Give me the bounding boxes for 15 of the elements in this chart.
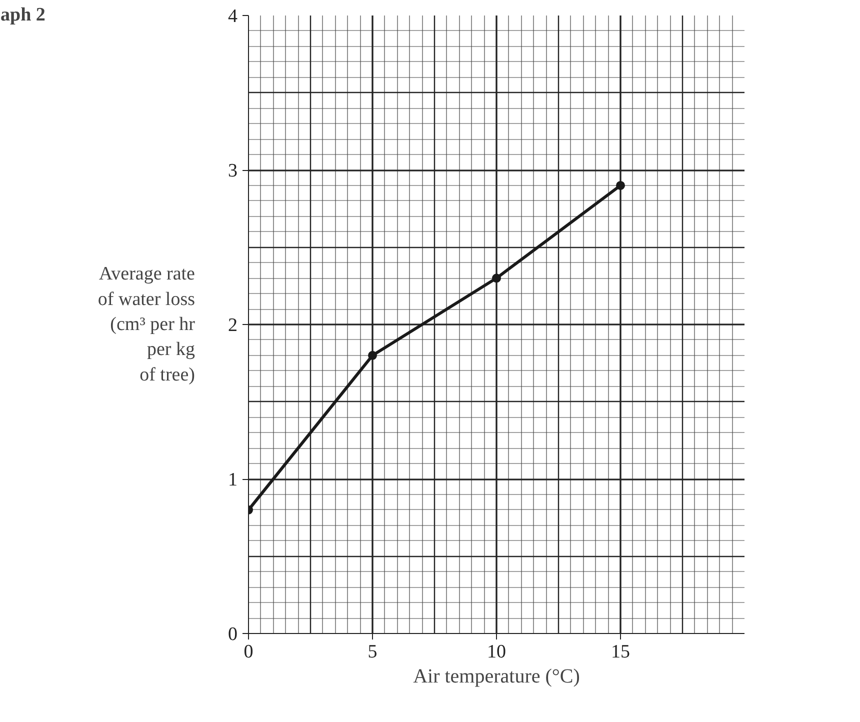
- y-axis-title: Average rate of water loss (cm³ per hr per kg of tree): [98, 264, 196, 386]
- y-tick-label: 3: [228, 160, 238, 182]
- x-tick-label: 0: [244, 642, 254, 662]
- y-tick-label: 2: [228, 315, 238, 336]
- x-axis-title: Air temperature (°C): [413, 666, 580, 688]
- y-tick-label: 4: [228, 6, 238, 27]
- point: [492, 274, 501, 283]
- x-tick-label: 10: [487, 642, 506, 662]
- x-tick-label: 5: [368, 642, 378, 662]
- point: [616, 180, 625, 190]
- point: [368, 350, 377, 360]
- text: aph 2: [0, 4, 46, 26]
- x-tick-label: 15: [611, 642, 630, 662]
- y-tick-label: 0: [228, 624, 238, 645]
- y-tick-label: 1: [228, 470, 238, 490]
